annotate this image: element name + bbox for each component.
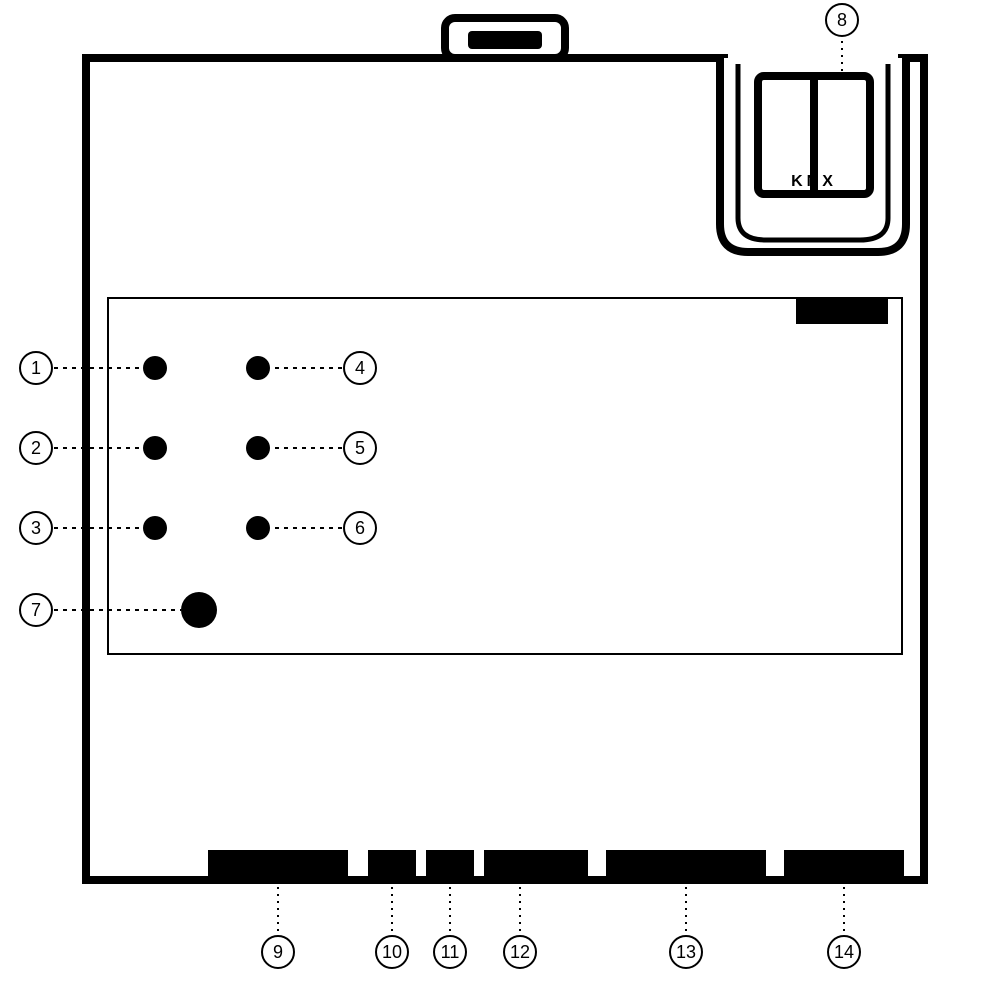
- callout-number: 9: [273, 942, 283, 963]
- programming-button[interactable]: [181, 592, 217, 628]
- callout-badge-3: 3: [19, 511, 53, 545]
- led-indicator-4: [246, 356, 270, 380]
- callout-number: 5: [355, 438, 365, 459]
- callout-badge-5: 5: [343, 431, 377, 465]
- callout-badge-2: 2: [19, 431, 53, 465]
- led-indicator-2: [143, 436, 167, 460]
- callout-number: 2: [31, 438, 41, 459]
- callout-number: 14: [834, 942, 854, 963]
- callout-number: 11: [441, 942, 460, 963]
- callout-badge-14: 14: [827, 935, 861, 969]
- callout-number: 10: [382, 942, 402, 963]
- callout-badge-1: 1: [19, 351, 53, 385]
- callout-number: 4: [355, 358, 365, 379]
- terminal-block-3: [426, 850, 474, 880]
- callout-number: 13: [676, 942, 696, 963]
- callout-number: 1: [31, 358, 41, 379]
- callout-badge-7: 7: [19, 593, 53, 627]
- callout-badge-6: 6: [343, 511, 377, 545]
- callout-number: 12: [510, 942, 530, 963]
- callout-badge-11: 11: [433, 935, 467, 969]
- callout-badge-10: 10: [375, 935, 409, 969]
- terminal-block-1: [208, 850, 348, 880]
- callout-badge-9: 9: [261, 935, 295, 969]
- led-indicator-5: [246, 436, 270, 460]
- diagram-stage: KNX 1234567891011121314: [0, 0, 1000, 982]
- led-indicator-6: [246, 516, 270, 540]
- terminal-block-5: [606, 850, 766, 880]
- terminal-block-2: [368, 850, 416, 880]
- diagram-svg: KNX: [0, 0, 1000, 982]
- led-indicator-1: [143, 356, 167, 380]
- callout-number: 3: [31, 518, 41, 539]
- led-indicator-3: [143, 516, 167, 540]
- terminal-block-6: [784, 850, 904, 880]
- connector-label: KNX: [791, 173, 837, 190]
- callout-number: 7: [31, 600, 41, 621]
- callout-badge-8: 8: [825, 3, 859, 37]
- callout-number: 6: [355, 518, 365, 539]
- callout-number: 8: [837, 10, 847, 31]
- terminal-block-4: [484, 850, 588, 880]
- callout-badge-4: 4: [343, 351, 377, 385]
- callout-badge-12: 12: [503, 935, 537, 969]
- callout-badge-13: 13: [669, 935, 703, 969]
